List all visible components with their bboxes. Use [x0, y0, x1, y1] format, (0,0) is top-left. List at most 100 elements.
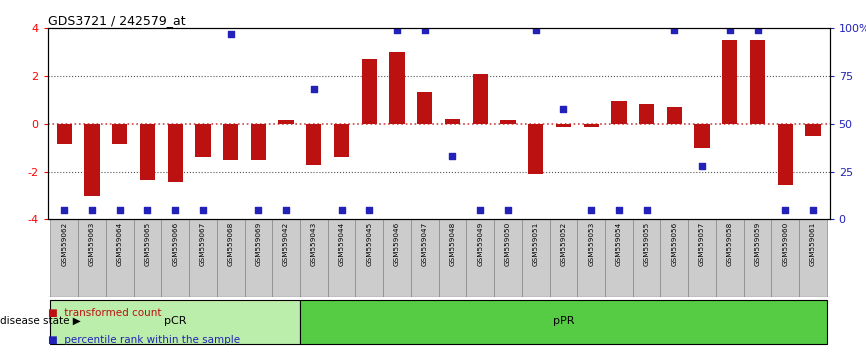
Point [168, 207, 182, 213]
Point [362, 207, 376, 213]
Bar [605, 219, 633, 297]
Bar [445, 119, 460, 124]
Point [196, 207, 210, 213]
Bar [633, 219, 661, 297]
Bar [139, 124, 155, 180]
Point [140, 207, 154, 213]
Point [668, 27, 682, 33]
Bar [556, 124, 571, 127]
Point [307, 87, 320, 92]
Bar [216, 219, 244, 297]
Text: GSM559055: GSM559055 [643, 222, 650, 266]
Bar [522, 219, 550, 297]
Text: GSM559061: GSM559061 [810, 222, 816, 266]
Bar [550, 219, 578, 297]
Point [640, 207, 654, 213]
Bar [667, 107, 682, 124]
Point [279, 207, 293, 213]
Bar [417, 92, 432, 124]
Text: GSM559050: GSM559050 [505, 222, 511, 266]
Text: GSM559047: GSM559047 [422, 222, 428, 266]
Bar [639, 104, 654, 124]
Text: GSM559059: GSM559059 [754, 222, 760, 266]
Bar [688, 219, 716, 297]
Text: pPR: pPR [553, 316, 574, 326]
Bar [362, 59, 377, 124]
Text: GSM559068: GSM559068 [228, 222, 234, 266]
Text: pCR: pCR [164, 316, 186, 326]
Point [501, 207, 515, 213]
Bar [196, 124, 210, 157]
Point [751, 27, 765, 33]
Text: GSM559064: GSM559064 [117, 222, 123, 266]
Bar [355, 219, 383, 297]
Bar [279, 120, 294, 124]
Point [695, 163, 709, 169]
Bar [716, 219, 744, 297]
Text: GSM559069: GSM559069 [255, 222, 262, 266]
Bar [300, 300, 827, 344]
Text: ■  percentile rank within the sample: ■ percentile rank within the sample [48, 335, 240, 345]
Bar [805, 124, 821, 136]
Bar [56, 124, 72, 144]
Point [446, 154, 460, 159]
Bar [50, 219, 78, 297]
Bar [501, 120, 515, 124]
Bar [167, 124, 183, 182]
Bar [750, 40, 766, 124]
Point [223, 31, 237, 37]
Text: GSM559057: GSM559057 [699, 222, 705, 266]
Bar [112, 124, 127, 144]
Text: GSM559056: GSM559056 [671, 222, 677, 266]
Point [57, 207, 71, 213]
Bar [494, 219, 522, 297]
Bar [327, 219, 355, 297]
Text: GSM559048: GSM559048 [449, 222, 456, 266]
Point [779, 207, 792, 213]
Point [251, 207, 265, 213]
Text: GSM559044: GSM559044 [339, 222, 345, 266]
Bar [410, 219, 438, 297]
Text: GSM559049: GSM559049 [477, 222, 483, 266]
Text: GSM559053: GSM559053 [588, 222, 594, 266]
Bar [189, 219, 216, 297]
Bar [695, 124, 710, 148]
Point [334, 207, 348, 213]
Text: GSM559060: GSM559060 [782, 222, 788, 266]
Text: disease state ▶: disease state ▶ [0, 316, 81, 326]
Bar [307, 124, 321, 165]
Text: GSM559046: GSM559046 [394, 222, 400, 266]
Point [585, 207, 598, 213]
Bar [50, 300, 300, 344]
Text: GSM559042: GSM559042 [283, 222, 289, 266]
Bar [244, 219, 272, 297]
Bar [106, 219, 133, 297]
Point [529, 27, 543, 33]
Point [417, 27, 431, 33]
Bar [799, 219, 827, 297]
Text: GSM559063: GSM559063 [89, 222, 95, 266]
Bar [467, 219, 494, 297]
Point [113, 207, 126, 213]
Point [723, 27, 737, 33]
Text: GSM559051: GSM559051 [533, 222, 539, 266]
Bar [584, 124, 598, 127]
Text: GDS3721 / 242579_at: GDS3721 / 242579_at [48, 14, 185, 27]
Bar [84, 124, 100, 195]
Bar [772, 219, 799, 297]
Point [612, 207, 626, 213]
Bar [133, 219, 161, 297]
Bar [578, 219, 605, 297]
Bar [528, 124, 543, 174]
Bar [78, 219, 106, 297]
Text: GSM559054: GSM559054 [616, 222, 622, 266]
Text: GSM559045: GSM559045 [366, 222, 372, 266]
Bar [383, 219, 410, 297]
Bar [744, 219, 772, 297]
Bar [438, 219, 467, 297]
Text: GSM559052: GSM559052 [560, 222, 566, 266]
Bar [661, 219, 688, 297]
Text: GSM559067: GSM559067 [200, 222, 206, 266]
Bar [161, 219, 189, 297]
Text: GSM559043: GSM559043 [311, 222, 317, 266]
